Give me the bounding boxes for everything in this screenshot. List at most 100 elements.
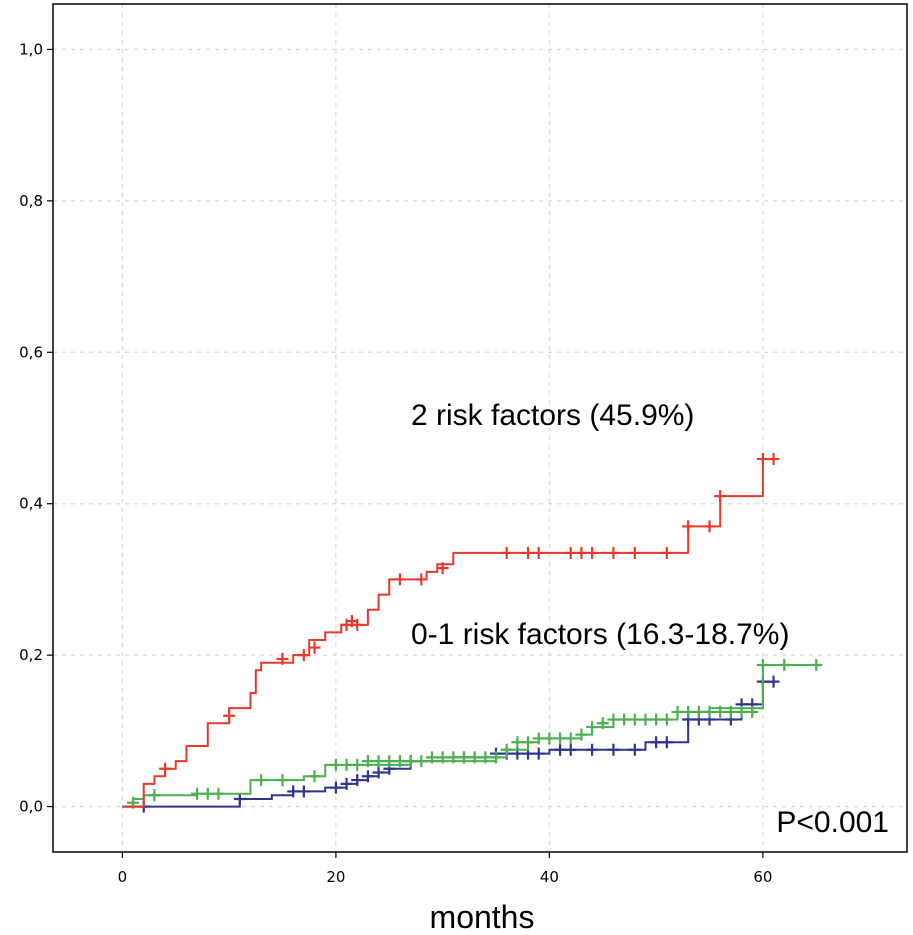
annotation-0-1-risk-factors: 0-1 risk factors (16.3-18.7%) bbox=[411, 618, 789, 651]
series-2-censor-mark-41 bbox=[682, 705, 695, 718]
y-tick-label-3: 0,6 bbox=[19, 343, 43, 361]
series-2-censor-mark-5 bbox=[255, 774, 268, 787]
series-2 bbox=[122, 658, 823, 809]
series-1-censor-mark-17 bbox=[554, 743, 567, 756]
series-2-censor-mark-6 bbox=[276, 774, 289, 787]
series-0-censor-mark-8 bbox=[393, 573, 406, 586]
series-1-censor-mark-3 bbox=[297, 785, 310, 798]
series-2-censor-mark-47 bbox=[746, 705, 759, 718]
series-2-censor-mark-42 bbox=[692, 705, 705, 718]
series-2-censor-mark-16 bbox=[415, 755, 428, 768]
series-2-censor-mark-20 bbox=[457, 751, 470, 764]
series-0-censor-mark-15 bbox=[575, 546, 588, 559]
series-2-censor-mark-31 bbox=[575, 728, 588, 741]
series-1-censor-mark-7 bbox=[361, 770, 374, 783]
series-2-censor-mark-14 bbox=[393, 755, 406, 768]
series-0-censor-mark-11 bbox=[500, 546, 513, 559]
series-2-censor-mark-19 bbox=[447, 751, 460, 764]
series-2-censor-mark-49 bbox=[778, 658, 791, 671]
series-1-censor-mark-31 bbox=[767, 675, 780, 688]
series-2-censor-mark-9 bbox=[340, 758, 353, 771]
series-0-censor-mark-0 bbox=[159, 762, 172, 775]
series-2-censor-mark-44 bbox=[714, 705, 727, 718]
series-2-censor-mark-30 bbox=[564, 732, 577, 745]
series-0-censor-mark-17 bbox=[607, 546, 620, 559]
series-1-censor-mark-21 bbox=[628, 743, 641, 756]
x-tick-label-0: 0 bbox=[118, 868, 128, 886]
x-axis-label: months bbox=[430, 899, 535, 935]
series-2-censor-mark-11 bbox=[361, 755, 374, 768]
series-2-censor-mark-7 bbox=[308, 770, 321, 783]
series-1-censor-mark-23 bbox=[660, 736, 673, 749]
series-2-censor-mark-38 bbox=[650, 713, 663, 726]
series-2-censor-mark-23 bbox=[490, 751, 503, 764]
series-0-censor-mark-18 bbox=[628, 546, 641, 559]
series-2-censor-mark-22 bbox=[479, 751, 492, 764]
series-1-censor-mark-6 bbox=[351, 774, 364, 787]
series-2-censor-mark-1 bbox=[148, 789, 161, 802]
series-2-censor-mark-45 bbox=[724, 705, 737, 718]
series-2-curve bbox=[122, 663, 817, 808]
x-tick-label-1: 20 bbox=[326, 868, 345, 886]
series-2-censor-mark-4 bbox=[212, 787, 225, 800]
y-tick-label-4: 0,8 bbox=[19, 192, 43, 210]
series-1-censor-mark-18 bbox=[564, 743, 577, 756]
y-tick-label-1: 0,2 bbox=[19, 646, 43, 664]
series-0-censor-mark-14 bbox=[564, 546, 577, 559]
series-2-censor-mark-8 bbox=[329, 758, 342, 771]
series-2-censor-mark-33 bbox=[596, 717, 609, 730]
y-tick-label-0: 0,0 bbox=[19, 798, 43, 816]
series-2-censor-mark-3 bbox=[201, 787, 214, 800]
series-2-censor-mark-37 bbox=[639, 713, 652, 726]
series-1-censor-mark-1 bbox=[233, 793, 246, 805]
series-0-censor-mark-1 bbox=[223, 709, 236, 722]
plot-area-frame bbox=[52, 3, 908, 853]
series-1-censor-mark-8 bbox=[372, 766, 385, 779]
series-2-censor-mark-21 bbox=[468, 751, 481, 764]
series-1-censor-mark-19 bbox=[586, 743, 599, 756]
series-1-curve bbox=[122, 680, 774, 808]
series-2-censor-mark-34 bbox=[607, 713, 620, 726]
y-tick-label-5: 1,0 bbox=[19, 40, 43, 58]
series-2-censor-mark-36 bbox=[628, 713, 641, 726]
series-2-censor-mark-48 bbox=[756, 658, 769, 671]
x-tick-label-2: 40 bbox=[540, 868, 559, 886]
series-1-censor-mark-16 bbox=[532, 747, 545, 760]
series-0-censor-mark-21 bbox=[703, 520, 716, 533]
series-2-censor-mark-12 bbox=[372, 755, 385, 768]
series-0-censor-mark-24 bbox=[767, 453, 780, 466]
series-1-censor-mark-2 bbox=[287, 785, 300, 798]
series-0-censor-mark-9 bbox=[415, 573, 428, 586]
series-2-censor-mark-39 bbox=[660, 713, 673, 726]
series-0-censor-mark-3 bbox=[297, 649, 310, 662]
annotation-2-risk-factors: 2 risk factors (45.9%) bbox=[411, 399, 694, 432]
series-0 bbox=[122, 453, 780, 808]
series-0-censor-mark-22 bbox=[714, 490, 727, 503]
series-1-censor-mark-20 bbox=[607, 743, 620, 756]
series-0-censor-mark-10 bbox=[436, 562, 449, 575]
series-2-censor-mark-32 bbox=[586, 721, 599, 734]
series-2-censor-mark-15 bbox=[404, 755, 417, 768]
series-layer bbox=[122, 453, 823, 813]
series-2-censor-mark-46 bbox=[735, 705, 748, 718]
series-2-censor-mark-10 bbox=[351, 758, 364, 771]
series-1-censor-mark-5 bbox=[340, 777, 353, 790]
series-0-censor-mark-7 bbox=[351, 618, 364, 631]
series-0-censor-mark-12 bbox=[522, 546, 535, 559]
tick-labels: 0 20 40 60 0,0 0,2 0,4 0,6 0,8 1,0 bbox=[19, 40, 772, 886]
series-0-censor-mark-23 bbox=[756, 453, 769, 466]
series-2-censor-mark-27 bbox=[532, 732, 545, 745]
series-2-censor-mark-29 bbox=[554, 732, 567, 745]
grid-lines bbox=[53, 4, 907, 852]
series-0-censor-mark-13 bbox=[532, 546, 545, 559]
series-2-censor-mark-28 bbox=[543, 732, 556, 745]
series-0-censor-mark-4 bbox=[308, 641, 321, 654]
series-1 bbox=[122, 675, 780, 813]
series-2-censor-mark-50 bbox=[810, 658, 823, 671]
series-0-censor-mark-2 bbox=[276, 652, 289, 665]
axis-ticks bbox=[47, 48, 764, 858]
series-2-censor-mark-35 bbox=[618, 713, 631, 726]
series-2-censor-mark-17 bbox=[425, 751, 438, 764]
x-tick-label-3: 60 bbox=[753, 868, 772, 886]
